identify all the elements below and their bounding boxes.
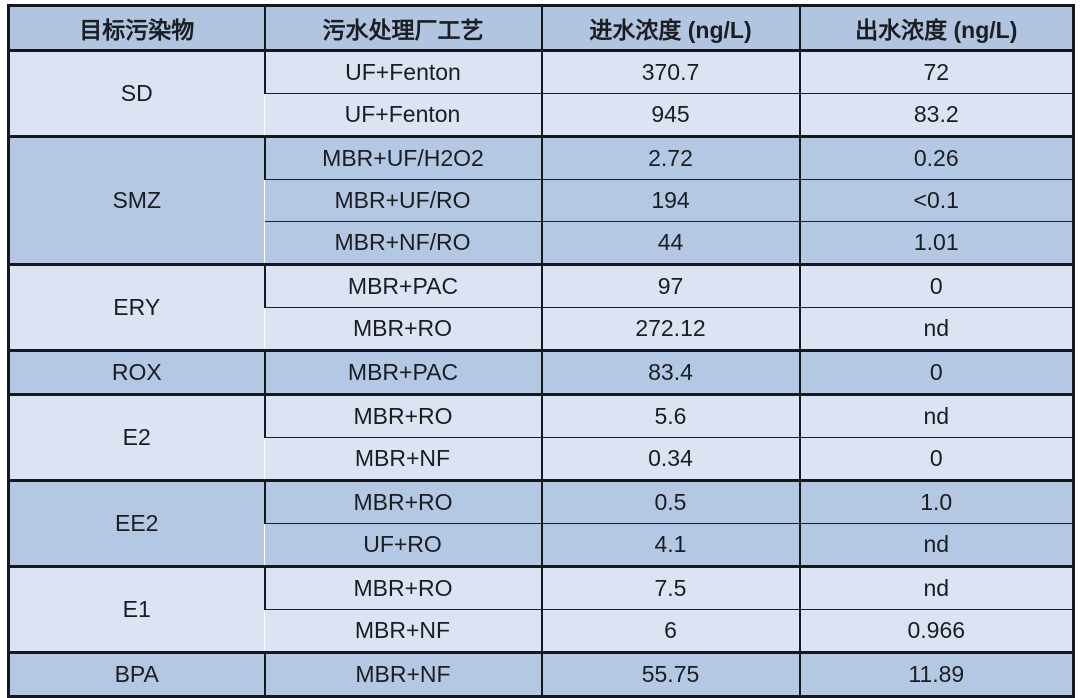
influent-cell: 0.5 — [540, 479, 800, 524]
header-row: 目标污染物 污水处理厂工艺 进水浓度 (ng/L) 出水浓度 (ng/L) — [8, 5, 1074, 52]
header-effluent-concentration: 出水浓度 (ng/L) — [798, 5, 1074, 52]
influent-cell: 0.34 — [540, 437, 800, 481]
process-cell: MBR+NF — [264, 609, 542, 653]
pollutant-cell: E2 — [8, 393, 265, 481]
influent-cell: 272.12 — [540, 307, 800, 351]
influent-cell: 194 — [540, 179, 800, 222]
process-cell: MBR+RO — [263, 479, 542, 524]
table-row: UF+RO 4.1 nd — [9, 523, 1074, 567]
table-row: MBR+NF 0.34 0 — [9, 437, 1074, 481]
influent-cell: 945 — [540, 93, 800, 137]
influent-cell: 83.4 — [540, 349, 800, 395]
process-cell: MBR+NF — [264, 437, 542, 481]
process-cell: MBR+RO — [264, 307, 542, 351]
process-cell: UF+Fenton — [263, 49, 542, 94]
table-row: E1 MBR+RO 7.5 nd — [8, 565, 1074, 653]
effluent-cell: nd — [798, 565, 1074, 610]
table-row: EE2 MBR+RO 0.5 1.0 — [8, 479, 1074, 567]
header-influent-concentration: 进水浓度 (ng/L) — [540, 5, 800, 52]
pollutant-cell: SD — [8, 49, 265, 137]
table-row: SMZ MBR+UF/H2O2 2.72 0.26 — [8, 135, 1074, 265]
process-cell: MBR+NF/RO — [264, 221, 542, 265]
pollutant-cell: ERY — [8, 263, 265, 351]
table-row: ERY MBR+PAC 97 0 — [8, 263, 1074, 351]
table-body: SD UF+Fenton 370.7 72 UF+Fenton 945 83.2 SMZ MBR… — [8, 49, 1074, 697]
table-row: E2 MBR+RO 5.6 nd — [8, 393, 1074, 481]
effluent-cell: 0 — [798, 263, 1074, 308]
effluent-cell: 72 — [798, 49, 1074, 94]
table-row: MBR+NF 6 0.966 — [9, 609, 1074, 653]
pollutant-cell: E1 — [8, 565, 265, 653]
header-target-pollutant: 目标污染物 — [8, 5, 265, 52]
process-cell: MBR+PAC — [263, 263, 542, 308]
process-cell: MBR+RO — [263, 393, 542, 438]
pollutant-cell: BPA — [8, 651, 265, 697]
effluent-cell: 1.01 — [798, 221, 1074, 265]
table-row: UF+Fenton 945 83.2 — [9, 93, 1074, 137]
effluent-cell: 11.89 — [798, 651, 1074, 697]
table-row: ROX MBR+PAC 83.4 0 — [8, 349, 1074, 395]
header-treatment-process: 污水处理厂工艺 — [263, 5, 542, 52]
table-row: MBR+RO 272.12 nd — [9, 307, 1074, 351]
effluent-cell: 0.966 — [798, 609, 1074, 653]
effluent-cell: nd — [798, 523, 1074, 567]
influent-cell: 97 — [540, 263, 800, 308]
effluent-cell: 1.0 — [798, 479, 1074, 524]
pollutant-cell: ROX — [8, 349, 265, 395]
influent-cell: 55.75 — [540, 651, 800, 697]
process-cell: UF+RO — [264, 523, 542, 567]
influent-cell: 7.5 — [540, 565, 800, 610]
effluent-cell: nd — [798, 393, 1074, 438]
process-cell: MBR+RO — [263, 565, 542, 610]
effluent-cell: 0.26 — [798, 135, 1074, 180]
effluent-cell: 83.2 — [798, 93, 1074, 137]
pollutant-concentration-table-wrap: 目标污染物 污水处理厂工艺 进水浓度 (ng/L) 出水浓度 (ng/L) SD… — [7, 4, 1075, 698]
pollutant-concentration-table: 目标污染物 污水处理厂工艺 进水浓度 (ng/L) 出水浓度 (ng/L) SD… — [7, 4, 1075, 698]
effluent-cell: 0 — [798, 349, 1074, 395]
effluent-cell: nd — [798, 307, 1074, 351]
process-cell: MBR+NF — [263, 651, 542, 697]
influent-cell: 5.6 — [540, 393, 800, 438]
process-cell: MBR+PAC — [263, 349, 542, 395]
influent-cell: 370.7 — [540, 49, 800, 94]
table-row: MBR+UF/RO 194 <0.1 — [9, 179, 1074, 222]
table-row: MBR+NF/RO 44 1.01 — [9, 221, 1074, 265]
pollutant-cell: SMZ — [8, 135, 265, 265]
process-cell: MBR+UF/H2O2 — [263, 135, 542, 180]
effluent-cell: <0.1 — [798, 179, 1074, 222]
pollutant-cell: EE2 — [8, 479, 265, 567]
process-cell: MBR+UF/RO — [264, 179, 542, 222]
process-cell: UF+Fenton — [264, 93, 542, 137]
influent-cell: 4.1 — [540, 523, 800, 567]
influent-cell: 6 — [540, 609, 800, 653]
influent-cell: 44 — [540, 221, 800, 265]
influent-cell: 2.72 — [540, 135, 800, 180]
table-row: SD UF+Fenton 370.7 72 — [8, 49, 1074, 137]
effluent-cell: 0 — [798, 437, 1074, 481]
table-row: BPA MBR+NF 55.75 11.89 — [8, 651, 1074, 697]
